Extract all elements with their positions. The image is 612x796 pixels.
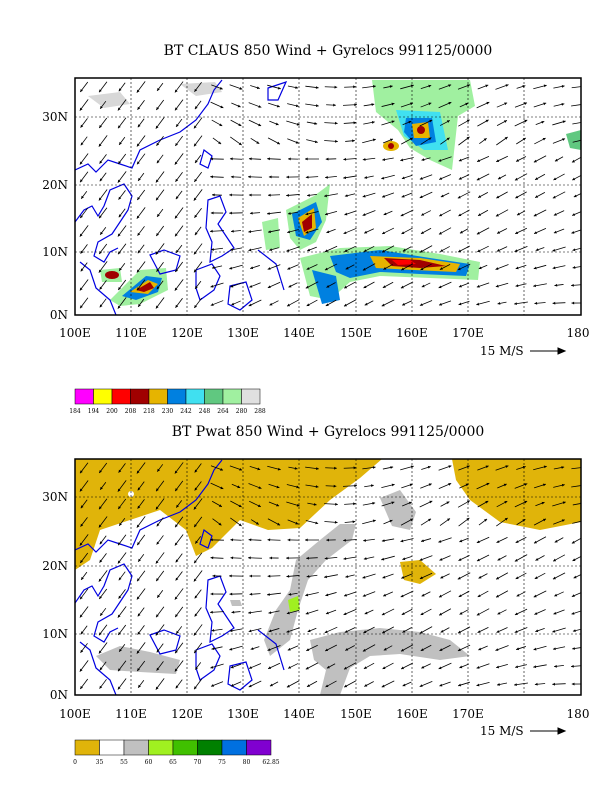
- colorbar-label: 230: [162, 408, 174, 415]
- lon-label: 170E: [452, 326, 484, 340]
- lon-label: 170E: [452, 707, 484, 721]
- colorbar-label: 194: [88, 408, 100, 415]
- colorbar-label: 70: [194, 759, 202, 766]
- wind-vector-head: [582, 484, 585, 487]
- colorbar-label: 62.85: [262, 759, 279, 766]
- colorbar-swatch: [222, 740, 247, 755]
- colorbar-swatch: [223, 389, 242, 404]
- lon-label: 160E: [396, 707, 428, 721]
- lon-label: 160E: [396, 326, 428, 340]
- lat-label: 30N: [42, 110, 68, 124]
- vector-scale-label: 15 M/S: [480, 724, 524, 738]
- vector-scale-arrow: [530, 728, 565, 734]
- colorbar-label: 218: [143, 408, 155, 415]
- lon-label: 110E: [115, 326, 147, 340]
- lat-axis-labels: 30N 20N 10N 0N: [42, 110, 68, 322]
- colorbar-label: 288: [254, 408, 266, 415]
- panel-title: BT Pwat 850 Wind + Gyrelocs 991125/0000: [172, 424, 485, 440]
- lon-label: 150E: [340, 707, 372, 721]
- colorbar: 0 35 55 60 65 70 75 80 62.85: [73, 740, 280, 766]
- panel-claus: BT CLAUS 850 Wind + Gyrelocs 991125/0000: [42, 43, 589, 415]
- lon-label: 140E: [283, 707, 315, 721]
- lat-label: 10N: [42, 627, 68, 641]
- panel-pwat: BT Pwat 850 Wind + Gyrelocs 991125/0000: [42, 424, 589, 766]
- wind-vector-head: [582, 103, 585, 106]
- colorbar-label: 35: [96, 759, 104, 766]
- colorbar-label: 184: [69, 408, 81, 415]
- lon-label: 100E: [59, 326, 91, 340]
- wind-vector-head: [582, 466, 585, 469]
- lon-label: 130E: [227, 326, 259, 340]
- lon-label: 130E: [227, 707, 259, 721]
- map-area: [75, 78, 585, 315]
- lon-axis-labels: 100E 110E 120E 130E 140E 150E 160E 170E …: [59, 326, 589, 340]
- lon-label: 150E: [340, 326, 372, 340]
- lon-label: 110E: [115, 707, 147, 721]
- colorbar-swatch: [186, 389, 205, 404]
- vector-scale-label: 15 M/S: [480, 344, 524, 358]
- colorbar-swatch: [198, 740, 223, 755]
- lat-label: 20N: [42, 559, 68, 573]
- colorbar-swatch: [100, 740, 125, 755]
- colorbar-label: 208: [125, 408, 137, 415]
- colorbar-label: 80: [243, 759, 251, 766]
- panel-title: BT CLAUS 850 Wind + Gyrelocs 991125/0000: [164, 43, 493, 59]
- lon-label: 180: [567, 707, 590, 721]
- colorbar-swatch: [242, 389, 261, 404]
- lat-label: 0N: [50, 688, 68, 702]
- lat-axis-labels: 30N 20N 10N 0N: [42, 490, 68, 702]
- colorbar-swatch: [247, 740, 272, 755]
- lon-label: 120E: [171, 326, 203, 340]
- colorbar-label: 65: [169, 759, 177, 766]
- lat-label: 10N: [42, 245, 68, 259]
- colorbar-label: 242: [180, 408, 192, 415]
- lon-label: 120E: [171, 707, 203, 721]
- lon-label: 100E: [59, 707, 91, 721]
- colorbar-swatch: [75, 740, 100, 755]
- colorbar-label: 0: [73, 759, 77, 766]
- map-area: [75, 459, 585, 695]
- colorbar-swatch: [112, 389, 131, 404]
- colorbar-label: 280: [236, 408, 248, 415]
- lat-label: 20N: [42, 178, 68, 192]
- colorbar-swatch: [205, 389, 224, 404]
- colorbar-swatch: [168, 389, 187, 404]
- colorbar-swatch: [75, 389, 94, 404]
- colorbar-label: 75: [218, 759, 226, 766]
- lat-label: 0N: [50, 308, 68, 322]
- colorbar-swatch: [149, 389, 168, 404]
- colorbar-label: 55: [120, 759, 128, 766]
- lon-label: 140E: [283, 326, 315, 340]
- lon-label: 180: [567, 326, 590, 340]
- colorbar-swatch: [94, 389, 113, 404]
- colorbar-label: 60: [145, 759, 153, 766]
- colorbar-label: 248: [199, 408, 211, 415]
- vector-scale-arrow: [530, 348, 565, 354]
- lat-label: 30N: [42, 490, 68, 504]
- lon-axis-labels: 100E 110E 120E 130E 140E 150E 160E 170E …: [59, 707, 589, 721]
- colorbar-label: 200: [106, 408, 118, 415]
- colorbar-label: 264: [217, 408, 229, 415]
- colorbar-swatch: [149, 740, 174, 755]
- colorbar: 184 194 200 208 218 230 242 248 264 280 288: [69, 389, 266, 415]
- colorbar-swatch: [124, 740, 149, 755]
- wind-vector-head: [582, 85, 585, 88]
- colorbar-swatch: [173, 740, 198, 755]
- colorbar-swatch: [131, 389, 150, 404]
